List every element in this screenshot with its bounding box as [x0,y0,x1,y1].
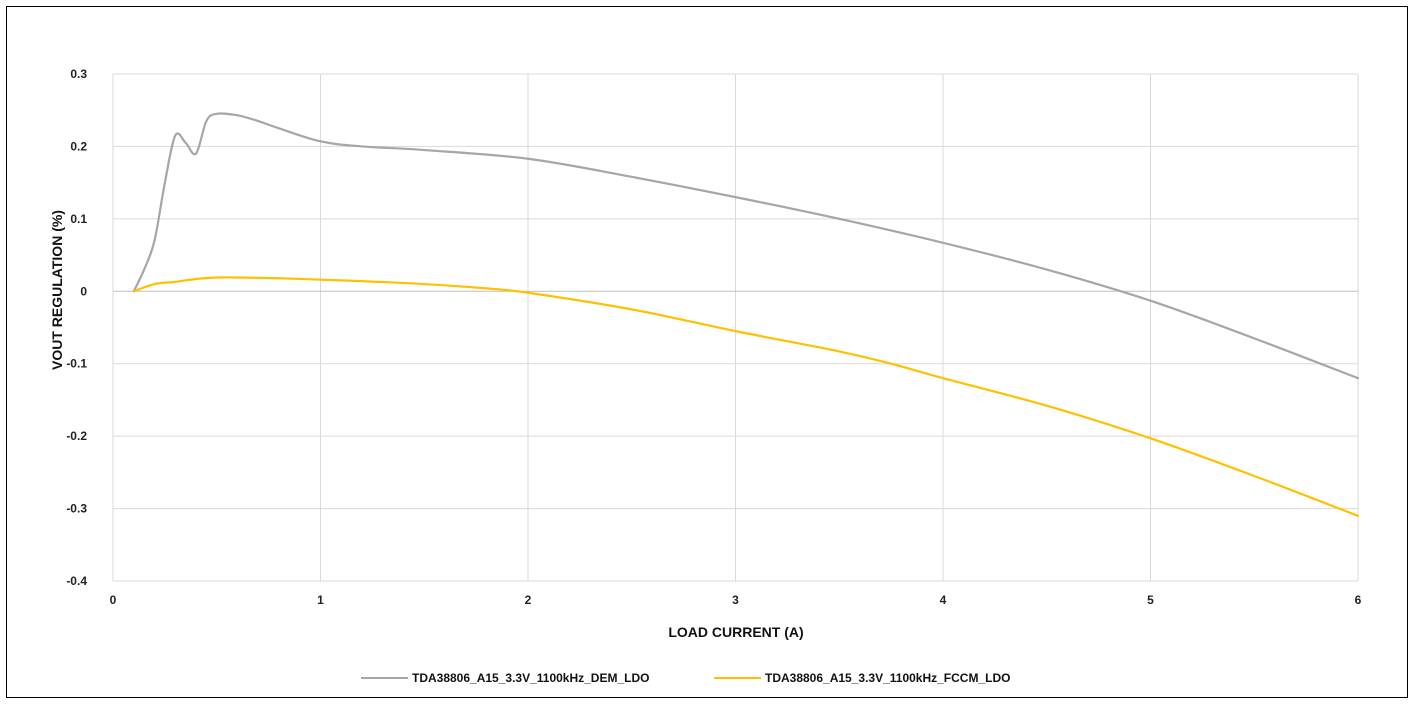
x-axis-title: LOAD CURRENT (A) [668,624,803,640]
y-tick-label: 0.3 [70,67,87,81]
x-tick-label: 4 [940,593,947,607]
y-axis-title: VOUT REGULATION (%) [49,210,65,370]
y-tick-label: -0.4 [66,574,87,588]
x-tick-label: 1 [317,593,324,607]
x-tick-label: 6 [1355,593,1362,607]
series-line-dem [132,112,1360,380]
y-tick-label: -0.2 [66,429,87,443]
gridlines [113,73,1359,582]
series-layer [132,112,1360,517]
y-tick-label: 0.2 [70,139,87,153]
x-tick-label: 5 [1147,593,1154,607]
x-tick-label: 3 [732,593,739,607]
x-tick-label: 2 [525,593,532,607]
series-line-fccm [132,276,1360,517]
tick-labels: 0.3 0.2 0.1 0 -0.1 -0.2 -0.3 -0.4 0 1 2 3 4 5 6 [66,67,1361,607]
x-tick-label: 0 [110,593,117,607]
y-tick-label: -0.3 [66,502,87,516]
legend-label-fccm: TDA38806_A15_3.3V_1100kHz_FCCM_LDO [765,671,1010,685]
y-tick-label: -0.1 [66,357,87,371]
legend-label-dem: TDA38806_A15_3.3V_1100kHz_DEM_LDO [412,671,649,685]
y-tick-label: 0 [80,284,87,298]
y-tick-label: 0.1 [70,212,87,226]
chart-frame [6,6,1408,698]
legend: TDA38806_A15_3.3V_1100kHz_DEM_LDO TDA388… [361,671,1010,685]
axes [112,74,1358,582]
